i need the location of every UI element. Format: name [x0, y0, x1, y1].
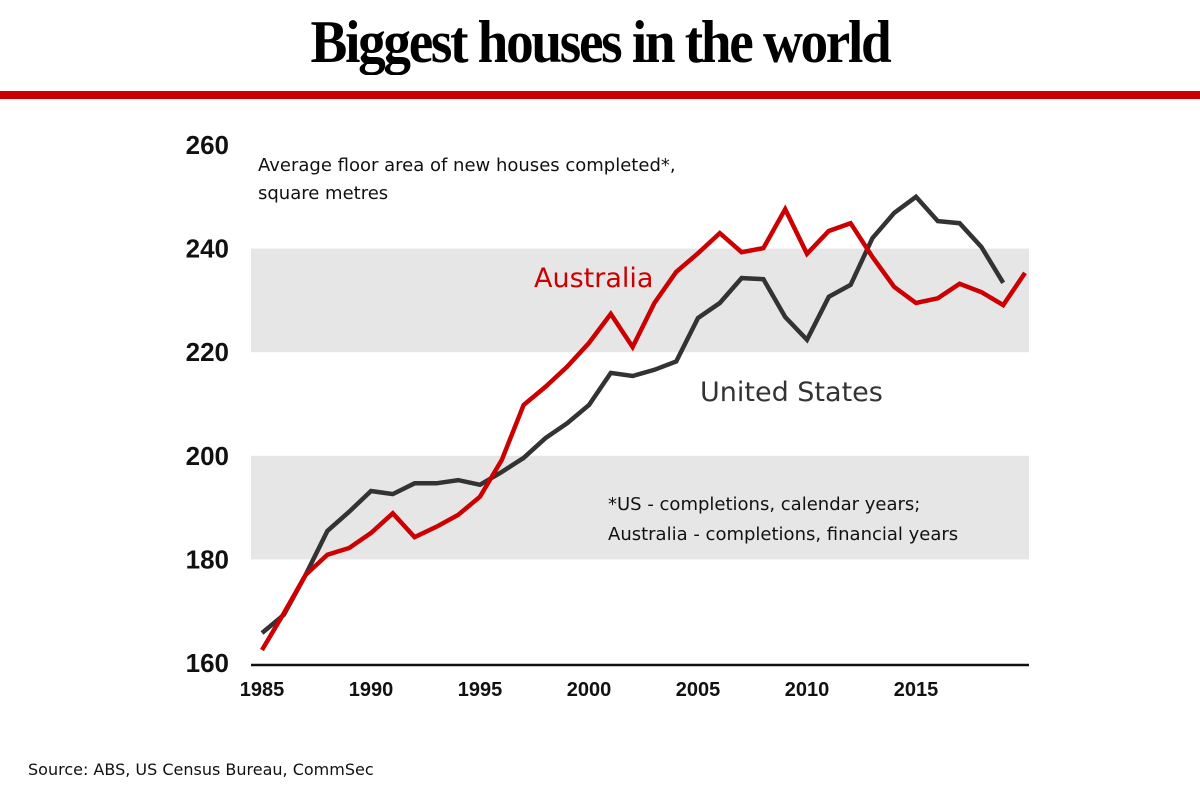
- x-tick-label: 2015: [894, 679, 939, 701]
- x-tick-label: 1995: [458, 679, 503, 701]
- australia-series-label: Australia: [534, 263, 653, 294]
- x-tick-label: 2005: [676, 679, 721, 701]
- x-tick-label: 2000: [567, 679, 612, 701]
- subtitle-line-1: Average floor area of new houses complet…: [258, 155, 676, 176]
- y-tick-label: 240: [186, 234, 229, 264]
- y-tick-label: 180: [186, 544, 229, 574]
- australia-series-line: [260, 204, 1027, 652]
- footnote-line-2: Australia - completions, financial years: [608, 524, 958, 545]
- y-tick-label: 200: [186, 441, 229, 471]
- source-note: Source: ABS, US Census Bureau, CommSec: [28, 760, 374, 779]
- chart-title: Biggest houses in the world: [310, 9, 892, 75]
- subtitle-line-2: square metres: [258, 183, 388, 204]
- x-tick-label: 2010: [785, 679, 830, 701]
- shaded-band: [251, 455, 1029, 560]
- y-axis-ticks: 160 180 200 220 240 260: [186, 130, 229, 678]
- y-tick-label: 220: [186, 337, 229, 367]
- series-lines: [260, 193, 1027, 652]
- title-rule: [0, 91, 1200, 99]
- footnote-line-1: *US - completions, calendar years;: [608, 494, 920, 515]
- x-tick-label: 1990: [349, 679, 394, 701]
- us-series-line: [260, 193, 1006, 635]
- y-tick-label: 260: [186, 130, 229, 160]
- y-tick-label: 160: [186, 648, 229, 678]
- x-tick-label: 1985: [240, 679, 285, 701]
- x-axis-ticks: 1985 1990 1995 2000 2005 2010 2015: [240, 679, 939, 701]
- us-series-label: United States: [700, 377, 883, 408]
